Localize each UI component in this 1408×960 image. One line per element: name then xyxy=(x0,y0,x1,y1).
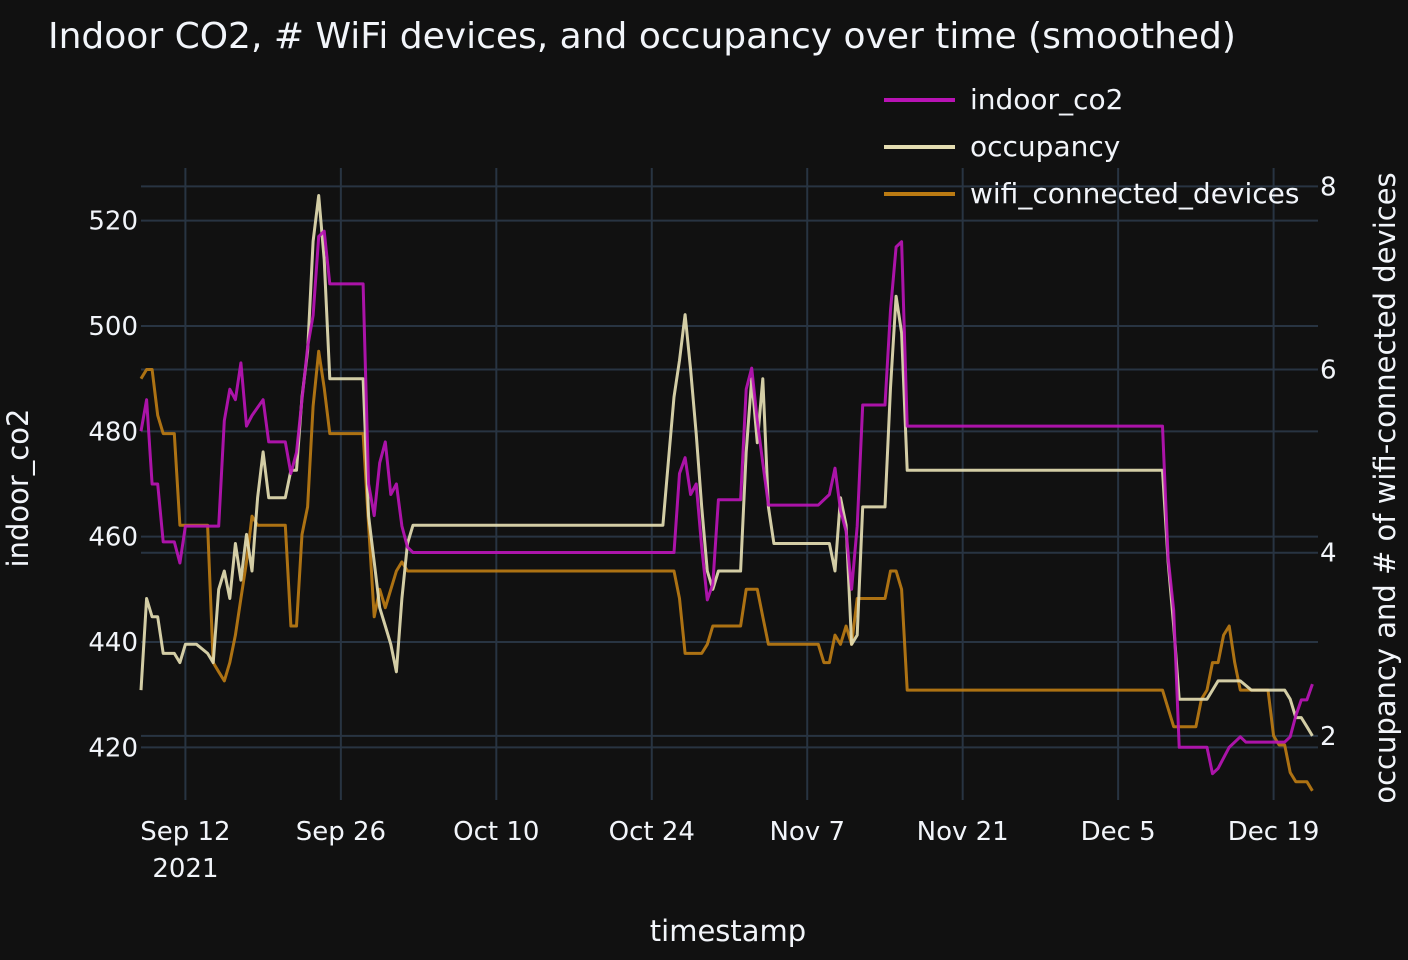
y2-axis-title: occupancy and # of wifi-connected device… xyxy=(1368,172,1402,803)
legend-label-wifi-connected-devices: wifi_connected_devices xyxy=(970,177,1300,210)
legend-label-occupancy: occupancy xyxy=(970,130,1120,163)
x-tick-label: Nov 7 xyxy=(769,817,845,847)
x-axis-ticks: Sep 12 2021 Sep 26 Oct 10 Oct 24 Nov 7 Nov 21 D… xyxy=(140,817,1319,884)
y2-axis-ticks: 2 4 6 8 xyxy=(1320,172,1337,752)
y-tick-label: 480 xyxy=(88,417,138,447)
x-tick-label: Nov 21 xyxy=(917,817,1009,847)
x-tick-sublabel: 2021 xyxy=(152,854,218,884)
x-tick-label: Sep 26 xyxy=(296,817,386,847)
series-lines xyxy=(139,194,1314,792)
y2-tick-label: 2 xyxy=(1320,722,1337,752)
y-tick-label: 500 xyxy=(88,312,138,342)
y-tick-label: 440 xyxy=(88,628,138,658)
y2-tick-label: 4 xyxy=(1320,539,1337,569)
series-line-indoor-co2 xyxy=(139,229,1314,776)
y-tick-label: 420 xyxy=(88,733,138,763)
x-tick-label: Oct 10 xyxy=(453,817,539,847)
x-tick-label: Oct 24 xyxy=(609,817,695,847)
x-tick-label: Dec 5 xyxy=(1081,817,1156,847)
legend-label-indoor-co2: indoor_co2 xyxy=(970,83,1123,116)
y-tick-label: 460 xyxy=(88,523,138,553)
series-line-wifi-connected-devices xyxy=(139,349,1314,792)
x-tick-label: Dec 19 xyxy=(1228,817,1320,847)
y-axis-ticks: 420 440 460 480 500 520 xyxy=(88,207,138,764)
x-axis-title: timestamp xyxy=(650,914,806,948)
x-tick-label: Sep 12 xyxy=(140,817,230,847)
legend: indoor_co2 occupancy wifi_connected_device… xyxy=(884,83,1300,210)
y-tick-label: 520 xyxy=(88,207,138,237)
chart-title: Indoor CO2, # WiFi devices, and occupanc… xyxy=(48,16,1236,57)
gridlines xyxy=(141,168,1318,800)
y2-tick-label: 6 xyxy=(1320,356,1337,386)
y2-tick-label: 8 xyxy=(1320,172,1337,202)
y-axis-title: indoor_co2 xyxy=(1,409,35,568)
